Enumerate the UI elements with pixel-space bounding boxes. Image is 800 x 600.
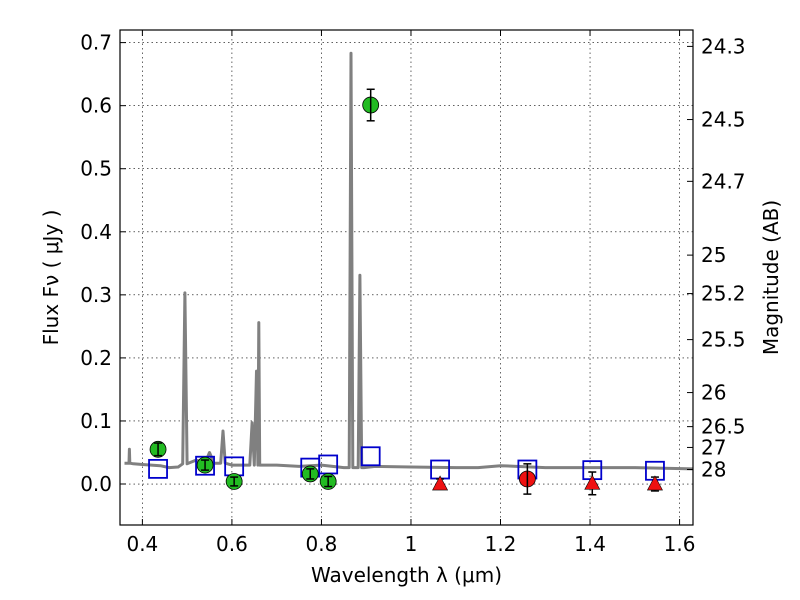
mag-tick-label: 24.3 bbox=[701, 34, 746, 58]
x-tick-label: 1.6 bbox=[664, 532, 696, 556]
x-tick-label: 1.4 bbox=[574, 532, 606, 556]
x-tick-label: 0.6 bbox=[216, 532, 248, 556]
y-tick-label: 0.1 bbox=[80, 409, 112, 433]
y-tick-label: 0.7 bbox=[80, 31, 112, 55]
model-photometry-square bbox=[360, 446, 381, 467]
mag-tick-label: 25 bbox=[701, 243, 726, 267]
x-tick-label: 0.8 bbox=[306, 532, 338, 556]
y-tick-label: 0.0 bbox=[80, 472, 112, 496]
y-axis-label: Flux Fν ( μJy ) bbox=[39, 210, 63, 346]
x-tick-label: 0.4 bbox=[126, 532, 158, 556]
plot-frame bbox=[119, 29, 694, 526]
mag-tick-label: 24.7 bbox=[701, 169, 746, 193]
mag-tick-label: 27 bbox=[701, 435, 726, 459]
x-tick-label: 1 bbox=[405, 532, 418, 556]
model-spectrum-line bbox=[124, 51, 694, 471]
y-tick-label: 0.4 bbox=[80, 220, 112, 244]
upper-limit-triangle bbox=[646, 475, 663, 491]
mag-tick-label: 25.5 bbox=[701, 328, 746, 352]
right-y-axis-label: Magnitude (AB) bbox=[759, 200, 783, 355]
y-tick-label: 0.3 bbox=[80, 283, 112, 307]
mag-tick-label: 25.2 bbox=[701, 282, 746, 306]
x-axis-label: Wavelength λ (μm) bbox=[311, 563, 502, 587]
mag-tick-label: 26.5 bbox=[701, 415, 746, 439]
x-tick-label: 1.2 bbox=[485, 532, 517, 556]
model-photometry-square bbox=[148, 458, 168, 479]
y-tick-label: 0.5 bbox=[80, 157, 112, 181]
mag-tick-label: 26 bbox=[701, 381, 726, 405]
y-tick-label: 0.6 bbox=[80, 94, 112, 118]
axis-ticks: 0.4 0.6 0.8 1 1.2 1.4 1.6 0.0 0.1 0.2 0.3 0.4 0.5 0.6… bbox=[80, 30, 746, 556]
model-spectrum bbox=[124, 51, 694, 471]
upper-limit-triangle bbox=[432, 475, 449, 491]
y-tick-label: 0.2 bbox=[80, 346, 112, 370]
data-points bbox=[148, 88, 665, 496]
mag-tick-label: 28 bbox=[701, 458, 726, 482]
grid bbox=[120, 30, 693, 525]
mag-tick-label: 24.5 bbox=[701, 108, 746, 132]
upper-limit-triangle bbox=[584, 474, 601, 490]
